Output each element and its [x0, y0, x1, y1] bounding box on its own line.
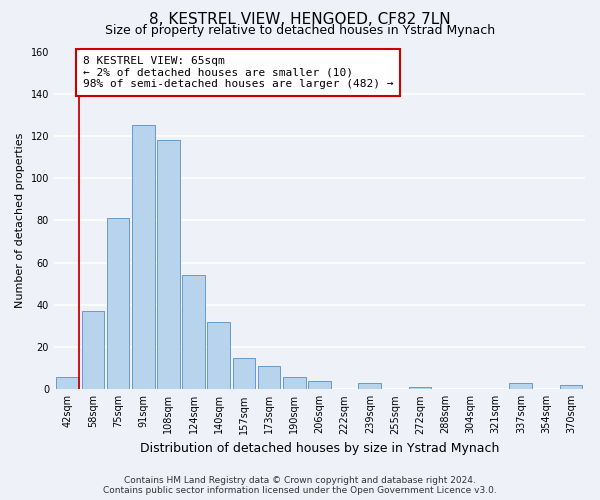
Text: 8 KESTREL VIEW: 65sqm
← 2% of detached houses are smaller (10)
98% of semi-detac: 8 KESTREL VIEW: 65sqm ← 2% of detached h…	[83, 56, 394, 89]
Bar	[358, 383, 381, 390]
Text: 8, KESTREL VIEW, HENGOED, CF82 7LN: 8, KESTREL VIEW, HENGOED, CF82 7LN	[149, 12, 451, 28]
Bar	[182, 276, 205, 390]
X-axis label: Distribution of detached houses by size in Ystrad Mynach: Distribution of detached houses by size …	[140, 442, 499, 455]
Bar	[157, 140, 180, 390]
Bar	[233, 358, 255, 390]
Bar	[308, 381, 331, 390]
Text: Contains HM Land Registry data © Crown copyright and database right 2024.
Contai: Contains HM Land Registry data © Crown c…	[103, 476, 497, 495]
Bar	[258, 366, 280, 390]
Bar	[82, 311, 104, 390]
Bar	[560, 385, 583, 390]
Y-axis label: Number of detached properties: Number of detached properties	[15, 132, 25, 308]
Bar	[409, 387, 431, 390]
Bar	[509, 383, 532, 390]
Text: Size of property relative to detached houses in Ystrad Mynach: Size of property relative to detached ho…	[105, 24, 495, 37]
Bar	[132, 126, 155, 390]
Bar	[56, 376, 79, 390]
Bar	[107, 218, 130, 390]
Bar	[283, 376, 305, 390]
Bar	[208, 322, 230, 390]
